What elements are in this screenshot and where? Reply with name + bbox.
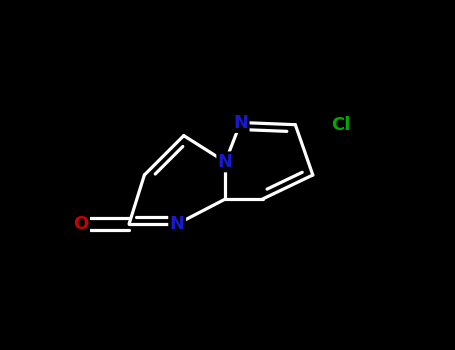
Text: N: N [233,113,248,132]
Text: N: N [218,153,233,171]
Text: N: N [170,215,185,233]
Text: Cl: Cl [332,116,351,134]
Text: O: O [73,215,89,233]
